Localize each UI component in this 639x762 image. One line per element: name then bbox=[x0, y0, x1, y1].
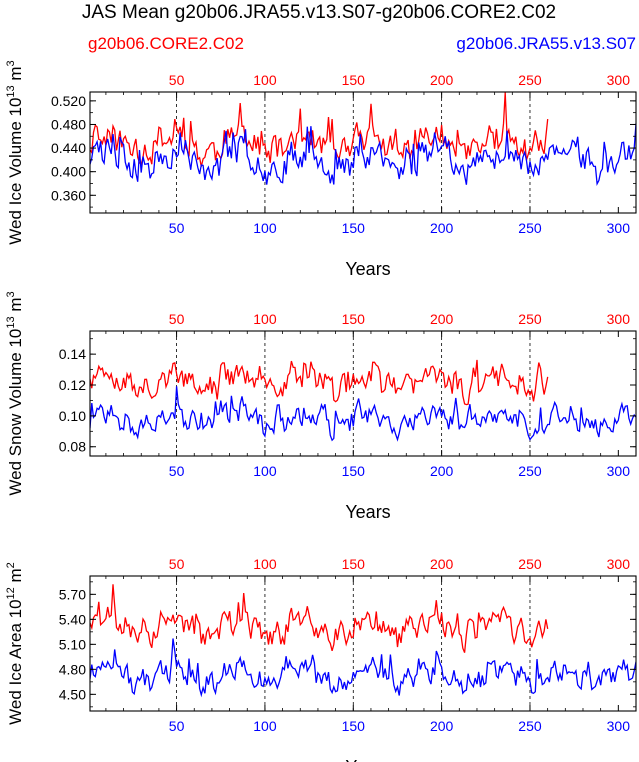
y-tick-label: 4.80 bbox=[59, 661, 86, 677]
x-tick-label-bottom: 200 bbox=[430, 463, 454, 479]
y-axis-label-unit: m bbox=[6, 568, 25, 587]
x-tick-label-top: 50 bbox=[169, 556, 185, 572]
x-tick-label-top: 200 bbox=[430, 311, 454, 327]
x-tick-label-bottom: 100 bbox=[253, 463, 277, 479]
x-tick-label-top: 300 bbox=[607, 556, 631, 572]
y-tick-label: 0.440 bbox=[51, 140, 86, 156]
x-tick-label-bottom: 200 bbox=[430, 718, 454, 734]
y-axis-label-unit-exp: 2 bbox=[5, 562, 17, 568]
y-axis-label-exp: 12 bbox=[5, 587, 17, 599]
series-core-line bbox=[90, 359, 549, 406]
x-axis-label: Years bbox=[345, 757, 390, 762]
x-tick-label-top: 200 bbox=[430, 72, 454, 88]
series-jra-line bbox=[90, 386, 636, 442]
x-tick-label-top: 200 bbox=[430, 556, 454, 572]
x-axis-label: Years bbox=[345, 502, 390, 522]
x-tick-label-bottom: 150 bbox=[342, 463, 366, 479]
y-axis-label: Wed Snow Volume 1013 m3 bbox=[5, 291, 25, 495]
y-tick-label: 0.14 bbox=[59, 346, 86, 362]
y-axis-label-exp: 13 bbox=[5, 85, 17, 97]
x-tick-label-top: 50 bbox=[169, 72, 185, 88]
y-axis-label-text: Wed Ice Volume 10 bbox=[6, 98, 25, 245]
x-tick-label-bottom: 150 bbox=[342, 718, 366, 734]
x-tick-label-bottom: 250 bbox=[518, 718, 542, 734]
x-tick-label-bottom: 100 bbox=[253, 220, 277, 236]
x-tick-label-bottom: 150 bbox=[342, 220, 366, 236]
y-axis-label-unit: m bbox=[6, 66, 25, 85]
series-jra-line bbox=[90, 123, 636, 187]
y-tick-label: 0.12 bbox=[59, 377, 86, 393]
x-tick-label-bottom: 200 bbox=[430, 220, 454, 236]
y-axis-label-exp: 13 bbox=[5, 316, 17, 328]
x-tick-label-top: 100 bbox=[253, 311, 277, 327]
x-tick-label-bottom: 100 bbox=[253, 718, 277, 734]
y-tick-label: 5.10 bbox=[59, 636, 86, 652]
panel-1: 0.360 0.400 0.440 0.480 0.520 50 50 100 100 150 15… bbox=[5, 60, 637, 279]
x-tick-label-bottom: 300 bbox=[607, 220, 631, 236]
x-tick-label-top: 50 bbox=[169, 311, 185, 327]
figure-title: JAS Mean g20b06.JRA55.v13.S07-g20b06.COR… bbox=[82, 2, 556, 23]
x-tick-label-bottom: 300 bbox=[607, 718, 631, 734]
legend-jra: g20b06.JRA55.v13.S07 bbox=[456, 34, 636, 53]
series-core-line bbox=[90, 584, 549, 653]
x-tick-label-top: 250 bbox=[518, 72, 542, 88]
x-tick-label-top: 150 bbox=[342, 556, 366, 572]
y-tick-label: 5.40 bbox=[59, 611, 86, 627]
y-axis-label-unit-exp: 3 bbox=[5, 60, 17, 66]
y-tick-label: 4.50 bbox=[59, 686, 86, 702]
series-core-line bbox=[90, 92, 549, 167]
x-tick-label-bottom: 50 bbox=[169, 463, 185, 479]
y-tick-label: 0.10 bbox=[59, 408, 86, 424]
y-axis-label-unit-exp: 3 bbox=[5, 291, 17, 297]
x-tick-label-top: 300 bbox=[607, 72, 631, 88]
plot-frame bbox=[89, 330, 637, 457]
y-axis-label-text: Wed Ice Area 10 bbox=[6, 599, 25, 724]
x-axis-label: Years bbox=[345, 259, 390, 279]
x-tick-label-bottom: 300 bbox=[607, 463, 631, 479]
y-tick-label: 5.70 bbox=[59, 586, 86, 602]
x-tick-label-top: 150 bbox=[342, 311, 366, 327]
x-tick-label-top: 250 bbox=[518, 311, 542, 327]
x-tick-label-bottom: 250 bbox=[518, 463, 542, 479]
panel-3: 4.50 4.80 5.10 5.40 5.70 50 50 100 100 150 150 200 2… bbox=[5, 556, 637, 762]
y-axis-label: Wed Ice Volume 1013 m3 bbox=[5, 60, 25, 244]
plot-frame bbox=[89, 91, 637, 214]
x-tick-label-top: 300 bbox=[607, 311, 631, 327]
panels: 0.360 0.400 0.440 0.480 0.520 50 50 100 100 150 15… bbox=[5, 60, 637, 762]
x-tick-label-bottom: 250 bbox=[518, 220, 542, 236]
y-axis-label-text: Wed Snow Volume 10 bbox=[6, 329, 25, 496]
x-tick-label-top: 100 bbox=[253, 72, 277, 88]
x-tick-label-top: 100 bbox=[253, 556, 277, 572]
x-tick-label-bottom: 50 bbox=[169, 718, 185, 734]
x-tick-label-top: 150 bbox=[342, 72, 366, 88]
plot-frame bbox=[89, 575, 637, 712]
y-tick-label: 0.400 bbox=[51, 164, 86, 180]
series-jra-line bbox=[90, 638, 636, 698]
x-tick-label-bottom: 50 bbox=[169, 220, 185, 236]
y-tick-label: 0.08 bbox=[59, 439, 86, 455]
y-tick-label: 0.480 bbox=[51, 116, 86, 132]
legend-core: g20b06.CORE2.C02 bbox=[88, 34, 244, 53]
x-tick-label-top: 250 bbox=[518, 556, 542, 572]
panel-2: 0.08 0.10 0.12 0.14 50 50 100 100 150 150 200 200 25… bbox=[5, 291, 637, 522]
y-tick-label: 0.520 bbox=[51, 93, 86, 109]
y-tick-label: 0.360 bbox=[51, 187, 86, 203]
y-axis-label-unit: m bbox=[6, 298, 25, 317]
y-axis-label: Wed Ice Area 1012 m2 bbox=[5, 562, 25, 725]
